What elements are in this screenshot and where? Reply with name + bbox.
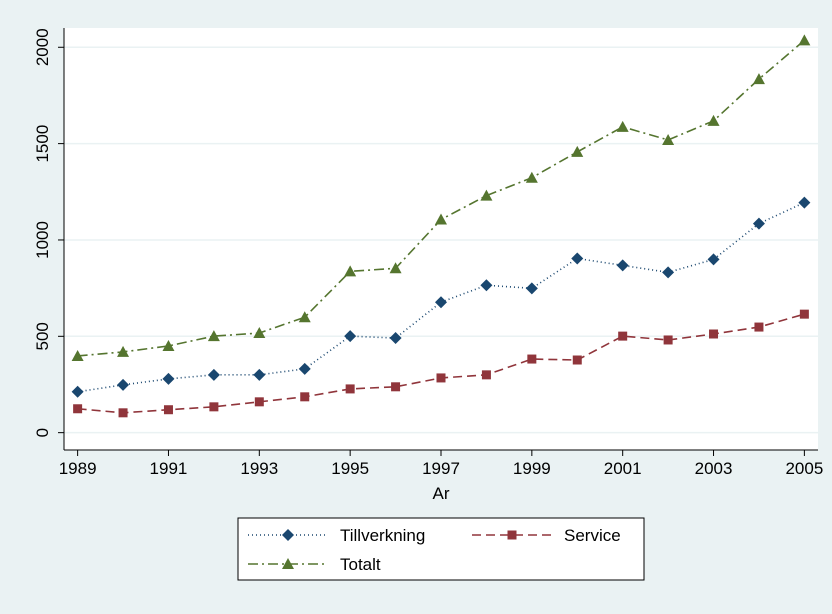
marker (435, 296, 447, 309)
marker (436, 373, 446, 383)
marker (117, 378, 130, 391)
marker (571, 252, 584, 265)
marker (754, 322, 764, 332)
marker (389, 262, 402, 274)
marker (752, 73, 765, 85)
marker (117, 345, 130, 357)
plot-area (64, 28, 818, 450)
marker (162, 372, 175, 385)
x-tick-label: 2003 (695, 459, 733, 478)
x-tick-label: 2001 (604, 459, 642, 478)
marker (525, 171, 538, 183)
x-axis-label: Ar (433, 484, 450, 503)
x-tick-label: 1999 (513, 459, 551, 478)
y-tick-label: 500 (33, 322, 52, 350)
marker (389, 332, 402, 345)
legend (237, 517, 645, 581)
marker (73, 404, 83, 414)
y-tick-label: 1000 (33, 221, 52, 259)
legend-label: Service (564, 526, 621, 545)
x-tick-label: 2005 (785, 459, 823, 478)
marker (345, 384, 355, 394)
x-tick-label: 1991 (150, 459, 188, 478)
legend-marker (507, 530, 517, 540)
marker (798, 34, 811, 46)
marker (616, 120, 629, 132)
marker (118, 408, 128, 418)
marker (709, 329, 719, 339)
marker (253, 327, 266, 339)
marker (435, 213, 447, 225)
marker (571, 145, 584, 157)
marker (527, 354, 537, 364)
y-tick-label: 1500 (33, 125, 52, 163)
y-tick-label: 2000 (33, 28, 52, 66)
marker (71, 349, 84, 361)
marker (344, 330, 357, 343)
marker (707, 114, 720, 126)
marker (254, 397, 264, 407)
marker (391, 382, 401, 392)
marker (298, 311, 311, 323)
legend-label: Totalt (340, 555, 381, 574)
marker (71, 385, 84, 398)
x-tick-label: 1993 (240, 459, 278, 478)
x-tick-label: 1989 (59, 459, 97, 478)
marker (480, 279, 493, 292)
marker (344, 265, 357, 277)
marker (618, 331, 628, 341)
marker (799, 309, 809, 319)
marker (162, 339, 175, 351)
y-tick-label: 0 (33, 428, 52, 437)
marker (298, 362, 311, 375)
marker (300, 392, 310, 402)
legend-marker (282, 558, 294, 569)
marker (572, 355, 582, 365)
marker (253, 368, 266, 381)
marker (616, 259, 629, 272)
marker (481, 370, 491, 380)
marker (662, 266, 675, 279)
marker (163, 405, 173, 415)
marker (480, 189, 493, 201)
marker (663, 335, 673, 345)
marker (207, 368, 220, 381)
x-tick-label: 1997 (422, 459, 460, 478)
marker (707, 253, 720, 266)
legend-label: Tillverkning (340, 526, 425, 545)
marker (752, 217, 765, 230)
marker (525, 282, 538, 295)
legend-marker (282, 529, 294, 541)
marker (662, 133, 675, 145)
marker (798, 196, 811, 209)
marker (207, 330, 220, 342)
x-tick-label: 1995 (331, 459, 369, 478)
marker (209, 402, 219, 412)
